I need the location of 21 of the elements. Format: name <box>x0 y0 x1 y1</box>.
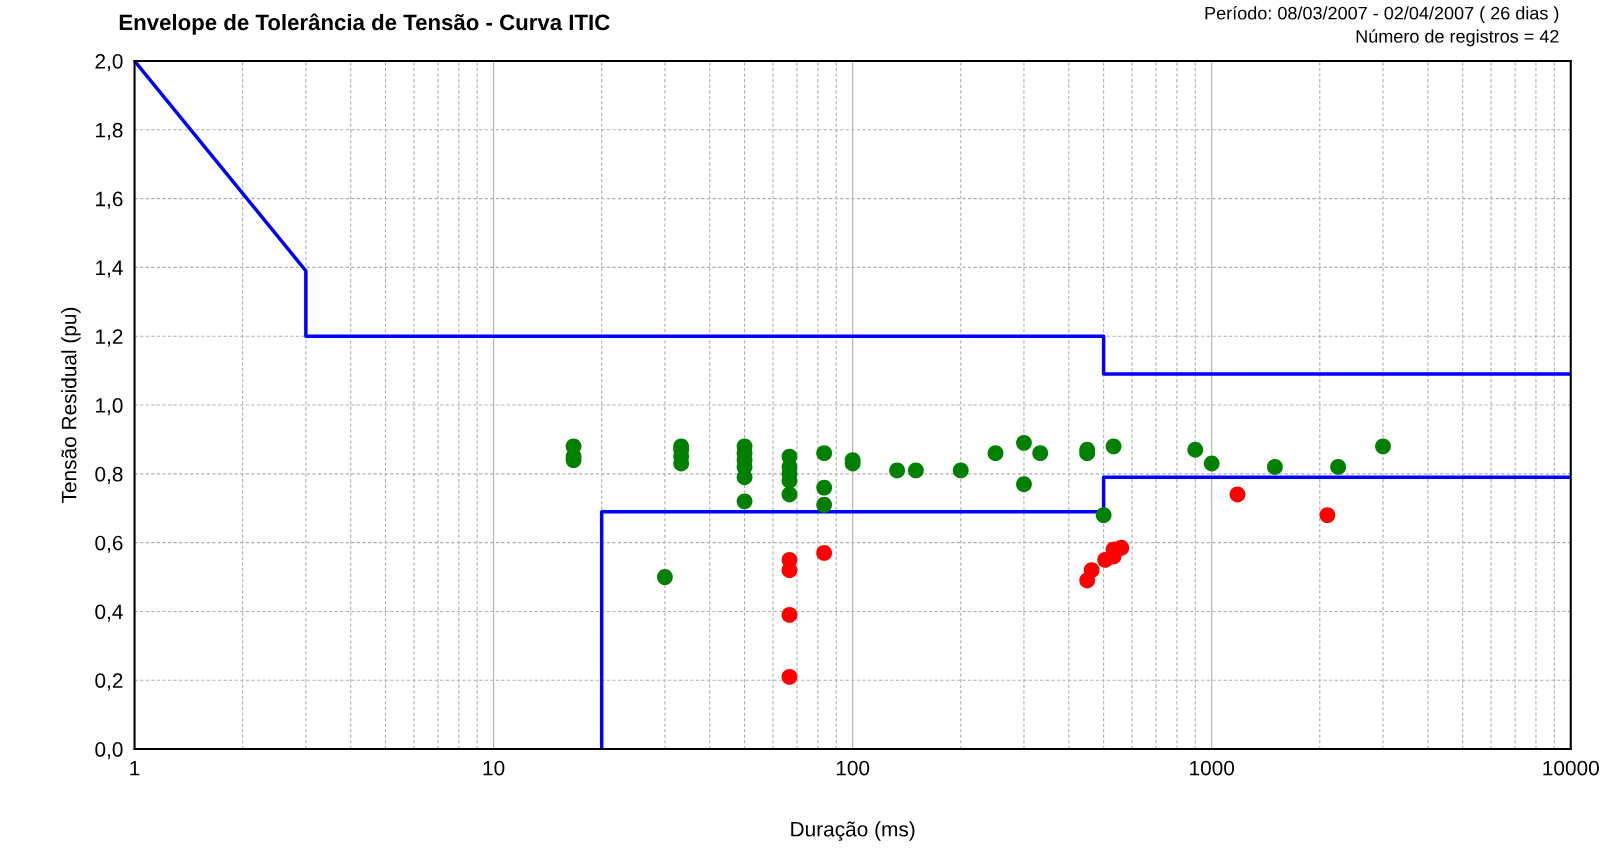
y-tick-label: 1,4 <box>96 260 123 278</box>
y-tick-label: 0,2 <box>95 673 123 691</box>
y-tick-label: 0,0 <box>95 742 123 760</box>
chart-title: Envelope de Tolerância de Tensão - Curva ITIC <box>119 13 610 35</box>
y-tick-label: 2,0 <box>95 53 123 72</box>
y-axis-title: Tensão Residual (pu) <box>61 307 81 503</box>
y-tick-label: 1,0 <box>96 398 123 416</box>
x-tick-label: 100 <box>836 760 870 776</box>
text: Período: 08/03/2007 - 02/04/2007 ( 26 dias ) <box>1205 6 1559 24</box>
y-tick-label: 1,6 <box>96 191 123 209</box>
y-tick-label: 0,4 <box>95 604 123 622</box>
y-tick-label: 1,8 <box>96 122 123 141</box>
x-tick-label: 10000 <box>1543 760 1599 776</box>
y-tick-label: 0,8 <box>95 466 123 485</box>
x-tick-label: 10 <box>483 760 505 776</box>
y-tick-label: 0,6 <box>95 535 123 553</box>
text: Número de registros = 42 <box>1356 29 1559 47</box>
x-axis-title: Duração (ms) <box>791 821 915 841</box>
x-tick-label: 1000 <box>1190 760 1235 776</box>
y-tick-label: 1,2 <box>96 329 123 347</box>
x-tick-label: 1 <box>130 760 140 776</box>
